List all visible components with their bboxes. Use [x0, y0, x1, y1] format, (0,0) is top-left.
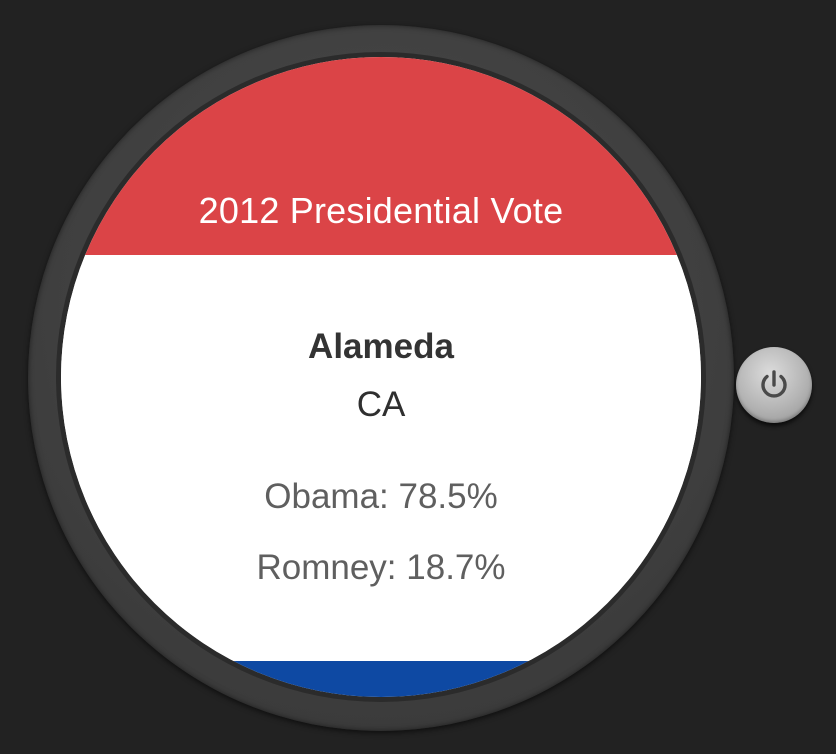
county-name: Alameda: [308, 327, 454, 366]
content-area: Alameda CA Obama: 78.5% Romney: 18.7%: [61, 255, 701, 661]
power-button[interactable]: [736, 347, 812, 423]
header-title: 2012 Presidential Vote: [198, 190, 564, 231]
result-obama: Obama: 78.5%: [264, 477, 498, 516]
state-name: CA: [356, 385, 406, 424]
watch-face: 2012 Presidential Vote Alameda CA Obama:…: [61, 57, 701, 697]
power-icon: [761, 370, 787, 398]
header-band: 2012 Presidential Vote: [61, 57, 701, 255]
footer-band: [61, 661, 701, 697]
result-romney: Romney: 18.7%: [256, 548, 506, 587]
